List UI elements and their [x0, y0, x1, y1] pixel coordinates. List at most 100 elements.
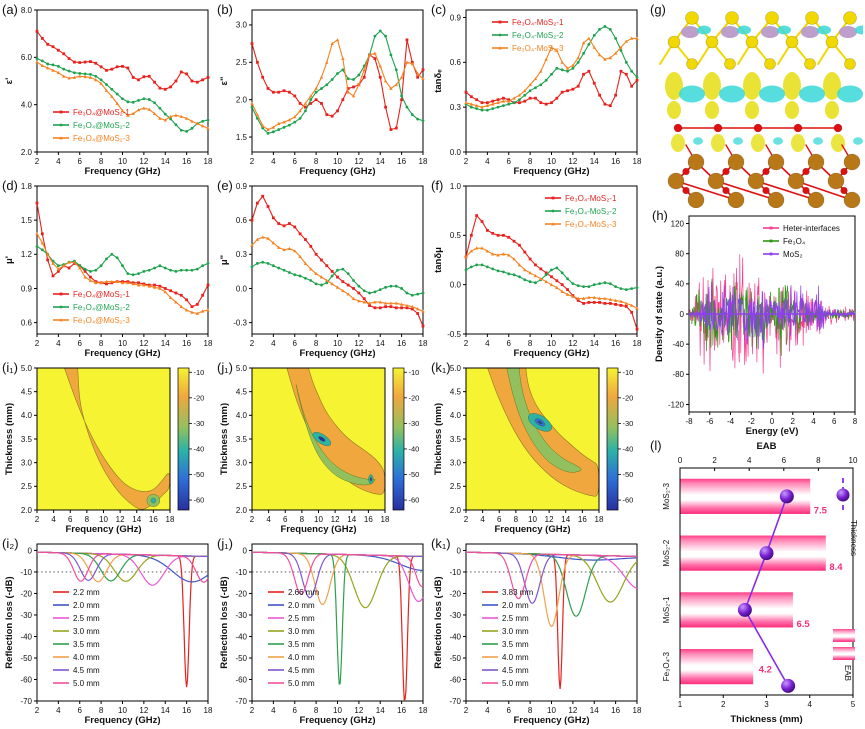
panel-k1-contour: (k₁) 2 4 6 8 10 12 14 16 18 2.0 2.5 3.0 3.5 4.0 4.5 5.0 F… [431, 360, 645, 536]
data-series [36, 30, 209, 90]
svg-text:3.5 mm: 3.5 mm [73, 640, 100, 649]
svg-text:1.5: 1.5 [236, 133, 248, 142]
data-series [36, 233, 209, 315]
fe-atom [767, 153, 785, 171]
svg-text:-30: -30 [409, 419, 420, 428]
svg-text:-60: -60 [194, 496, 205, 505]
panel-i2-label: (i₂) [2, 536, 19, 551]
svg-text:-40: -40 [623, 444, 634, 453]
svg-text:6.0: 6.0 [21, 53, 33, 62]
svg-text:8: 8 [314, 706, 319, 715]
svg-text:18: 18 [204, 157, 213, 166]
f-chart: 2 4 6 8 10 12 14 16 18 -0.5 0.0 0.5 1.0 Frequency (GH… [433, 182, 642, 359]
svg-text:-10: -10 [20, 568, 32, 577]
svg-text:-120: -120 [668, 400, 685, 409]
panel-j2-rl: (j₁) 2 4 6 8 10 12 14 16 18 0 -10 -20 -30 -40 -50 -60 -70… [217, 536, 431, 727]
charge-depletion-blob [719, 85, 745, 103]
svg-text:4: 4 [266, 515, 271, 524]
svg-text:2.5 mm: 2.5 mm [502, 614, 529, 623]
fe-atom [727, 191, 745, 208]
svg-text:4.0 mm: 4.0 mm [288, 653, 315, 662]
svg-text:6: 6 [293, 339, 298, 348]
s-atom [785, 35, 799, 49]
svg-text:-50: -50 [623, 470, 634, 479]
svg-text:-50: -50 [409, 470, 420, 479]
o-atom [762, 186, 770, 195]
svg-text:-70: -70 [20, 697, 32, 706]
plot-frame [251, 9, 424, 153]
svg-text:5.0: 5.0 [21, 364, 33, 373]
svg-text:-60: -60 [20, 675, 32, 684]
svg-text:10: 10 [547, 157, 556, 166]
svg-text:Fe₃O₄@MoS₂-2: Fe₃O₄@MoS₂-2 [73, 121, 130, 130]
svg-text:2: 2 [464, 515, 469, 524]
svg-text:0.6: 0.6 [236, 216, 248, 225]
svg-text:10: 10 [99, 515, 108, 524]
o-atom [793, 123, 803, 133]
svg-text:6: 6 [293, 157, 298, 166]
svg-text:-40: -40 [449, 632, 461, 641]
svg-text:6: 6 [283, 515, 288, 524]
charge-density-structure [659, 11, 863, 208]
svg-text:80: 80 [675, 249, 684, 258]
panel-c: (c) 2 4 6 8 10 12 14 16 18 0.0 0.3 0.6 0.9 Frequency (… [431, 2, 645, 178]
svg-text:2.66 mm: 2.66 mm [288, 588, 319, 597]
o-atom [713, 123, 723, 133]
svg-text:-10: -10 [623, 368, 634, 377]
svg-text:-60: -60 [449, 675, 461, 684]
panel-j1-label: (j₁) [217, 360, 233, 375]
charge-depletion-blob [855, 25, 863, 35]
mo-atom [801, 26, 819, 38]
y-axis-label: Reflection loss (-dB) [219, 576, 230, 668]
svg-text:6: 6 [497, 515, 502, 524]
legend: 2.66 mm 2.0 mm 2.5 mm 3.0 mm 3.5 mm 4.0 mm 4.5… [268, 588, 319, 688]
data-series [251, 39, 424, 131]
panel-k2-label: (k₁) [431, 536, 451, 551]
svg-text:3.5 mm: 3.5 mm [502, 640, 529, 649]
svg-text:10: 10 [333, 339, 342, 348]
panel-i2-rl: (i₂) 2 4 6 8 10 12 14 16 18 0 -10 -20 -30 -40 -50 -60 -70… [2, 536, 216, 727]
x-axis-label: Frequency (GHz) [65, 524, 141, 535]
thickness-sphere [779, 489, 794, 504]
x-axis-label: Frequency (GHz) [299, 166, 375, 177]
svg-text:0: 0 [28, 546, 33, 555]
panel-j2-label: (j₁) [217, 536, 233, 551]
svg-text:4.5 mm: 4.5 mm [288, 666, 315, 675]
eab-bar [680, 535, 826, 571]
panel-i1-contour: (i₁) 2 4 6 8 10 12 14 16 18 2.0 2.5 3.0 3.5 4.0 4.5 5.0 F… [2, 360, 216, 536]
svg-text:3.0: 3.0 [236, 458, 248, 467]
s-atom [765, 11, 779, 25]
svg-text:-30: -30 [20, 611, 32, 620]
s-atom [844, 58, 856, 70]
data-series [251, 39, 424, 131]
svg-text:8: 8 [99, 706, 104, 715]
svg-text:0: 0 [680, 310, 685, 319]
fe-atom [827, 172, 845, 190]
panel-j1-contour: (j₁) 2 4 6 8 10 12 14 16 18 2.0 2.5 3.0 3.5 4.0 4.5 5.0 F… [217, 360, 431, 536]
s-atom [725, 11, 739, 25]
svg-text:2.0: 2.0 [21, 148, 33, 157]
svg-text:2: 2 [464, 339, 469, 348]
svg-text:1.0: 1.0 [450, 182, 462, 191]
charge-depletion-blob [799, 85, 825, 103]
category-label: MoS₂-2 [662, 539, 671, 566]
svg-text:-20: -20 [409, 393, 420, 402]
panel-g-label: (g) [650, 2, 666, 17]
y-axis-label: tanδμ [433, 247, 444, 273]
svg-text:2.0: 2.0 [21, 506, 33, 515]
x-axis-label: Frequency (GHz) [299, 715, 375, 726]
rl-curve [252, 551, 423, 701]
svg-text:10: 10 [333, 157, 342, 166]
svg-text:10: 10 [849, 456, 858, 465]
svg-text:12: 12 [139, 706, 148, 715]
svg-text:14: 14 [132, 515, 141, 524]
svg-text:-50: -50 [20, 654, 32, 663]
d-chart: 2 4 6 8 10 12 14 16 18 0.6 0.9 1.2 1.5 1.8 Frequency (… [4, 182, 213, 359]
svg-text:Fe₃O₄@MoS₂-1: Fe₃O₄@MoS₂-1 [73, 108, 130, 117]
svg-text:Fe₃O₄-MoS₂-3: Fe₃O₄-MoS₂-3 [565, 220, 617, 229]
svg-text:6: 6 [507, 706, 512, 715]
svg-text:2.5: 2.5 [21, 482, 33, 491]
svg-text:4.0 mm: 4.0 mm [73, 653, 100, 662]
svg-text:14: 14 [590, 339, 599, 348]
rl-curve [466, 551, 638, 589]
